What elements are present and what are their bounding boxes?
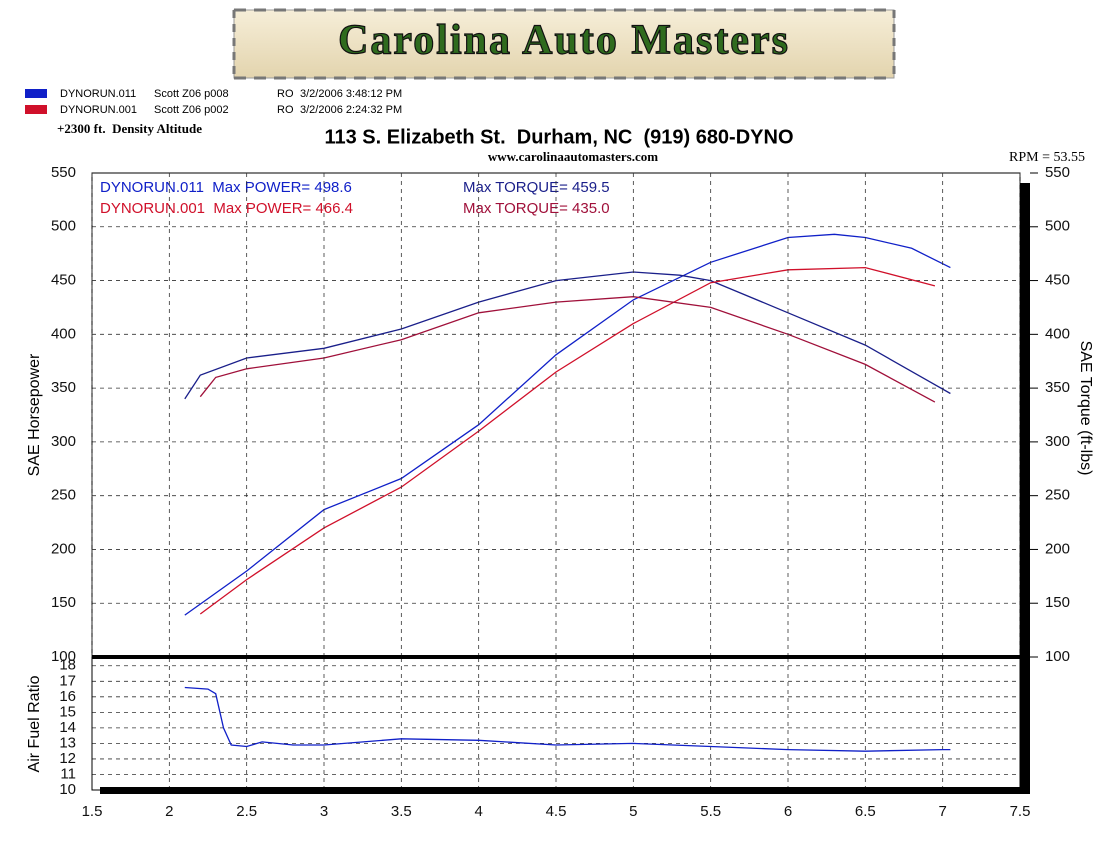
y2-tick-label: 200 bbox=[1045, 540, 1070, 557]
legend-name: DYNORUN.011 bbox=[60, 88, 136, 100]
y-tick-label: 300 bbox=[51, 433, 76, 450]
legend-swatch bbox=[25, 105, 47, 114]
legend-operator: RO bbox=[277, 104, 294, 116]
y-tick-label: 500 bbox=[51, 218, 76, 235]
logo: Carolina Auto Masters bbox=[232, 8, 896, 80]
y-tick-label: 13 bbox=[59, 734, 76, 751]
y-axis-label: SAE Horsepower bbox=[26, 353, 43, 476]
y-tick-label: 18 bbox=[59, 657, 76, 674]
legend-swatch bbox=[25, 89, 47, 98]
y2-tick-label: 100 bbox=[1045, 648, 1070, 665]
y-tick-label: 550 bbox=[51, 164, 76, 181]
y-tick-label: 16 bbox=[59, 688, 76, 705]
x-tick-label: 1.5 bbox=[82, 803, 103, 820]
y-tick-label: 15 bbox=[59, 703, 76, 720]
series-line bbox=[184, 271, 951, 400]
x-tick-label: 3.5 bbox=[391, 803, 412, 820]
y-tick-label: 400 bbox=[51, 325, 76, 342]
y2-tick-label: 550 bbox=[1045, 164, 1070, 181]
y-tick-label: 10 bbox=[59, 781, 76, 798]
x-tick-label: 5.5 bbox=[700, 803, 721, 820]
y2-tick-label: 150 bbox=[1045, 594, 1070, 611]
legend-name: DYNORUN.001 bbox=[60, 104, 137, 116]
series-line bbox=[199, 296, 936, 403]
y-tick-label: 100 bbox=[51, 648, 76, 665]
annotation: Max TORQUE= 459.5 bbox=[463, 179, 610, 196]
legend-car: Scott Z06 p002 bbox=[154, 104, 229, 116]
y2-tick-label: 250 bbox=[1045, 487, 1070, 504]
y2-tick-label: 350 bbox=[1045, 379, 1070, 396]
y-tick-label: 450 bbox=[51, 272, 76, 289]
x-tick-label: 3 bbox=[320, 803, 328, 820]
address: 113 S. Elizabeth St. Durham, NC (919) 68… bbox=[324, 126, 793, 148]
y-tick-label: 200 bbox=[51, 540, 76, 557]
x-tick-label: 4 bbox=[474, 803, 482, 820]
y2-tick-label: 500 bbox=[1045, 218, 1070, 235]
series-line bbox=[184, 233, 951, 616]
altitude: +2300 ft. Density Altitude bbox=[57, 121, 202, 136]
legend-timestamp: 3/2/2006 3:48:12 PM bbox=[300, 88, 402, 100]
logo-text: Carolina Auto Masters bbox=[338, 18, 790, 64]
legend-car: Scott Z06 p008 bbox=[154, 88, 229, 100]
rpm: RPM = 53.55 bbox=[1009, 150, 1085, 165]
x-tick-label: 5 bbox=[629, 803, 637, 820]
x-tick-label: 4.5 bbox=[546, 803, 567, 820]
y-tick-label: 14 bbox=[59, 719, 76, 736]
right-bar bbox=[1020, 183, 1030, 793]
series-line bbox=[199, 266, 936, 615]
x-tick-label: 6 bbox=[784, 803, 792, 820]
website: www.carolinaautomasters.com bbox=[488, 149, 658, 164]
x-tick-label: 7 bbox=[938, 803, 946, 820]
series-line bbox=[184, 686, 951, 752]
legend-timestamp: 3/2/2006 2:24:32 PM bbox=[300, 104, 402, 116]
y-tick-label: 250 bbox=[51, 487, 76, 504]
y2-tick-label: 300 bbox=[1045, 433, 1070, 450]
x-tick-label: 2 bbox=[165, 803, 173, 820]
y-tick-label: 17 bbox=[59, 672, 76, 689]
y-axis-label: Air Fuel Ratio bbox=[26, 675, 43, 772]
y-tick-label: 11 bbox=[60, 765, 76, 782]
y2-tick-label: 450 bbox=[1045, 272, 1070, 289]
x-tick-label: 6.5 bbox=[855, 803, 876, 820]
annotation: DYNORUN.001 Max POWER= 466.4 bbox=[100, 200, 353, 217]
y2-axis-label: SAE Torque (ft-lbs) bbox=[1077, 341, 1094, 476]
legend-operator: RO bbox=[277, 88, 294, 100]
bottom-bar bbox=[100, 787, 1030, 794]
annotation: DYNORUN.011 Max POWER= 498.6 bbox=[100, 179, 352, 196]
x-tick-label: 2.5 bbox=[236, 803, 257, 820]
y2-tick-label: 400 bbox=[1045, 325, 1070, 342]
divider-bar bbox=[92, 655, 1020, 659]
y-tick-label: 150 bbox=[51, 594, 76, 611]
annotation: Max TORQUE= 435.0 bbox=[463, 200, 610, 217]
x-tick-label: 7.5 bbox=[1010, 803, 1031, 820]
y-tick-label: 350 bbox=[51, 379, 76, 396]
y-tick-label: 12 bbox=[59, 750, 76, 767]
